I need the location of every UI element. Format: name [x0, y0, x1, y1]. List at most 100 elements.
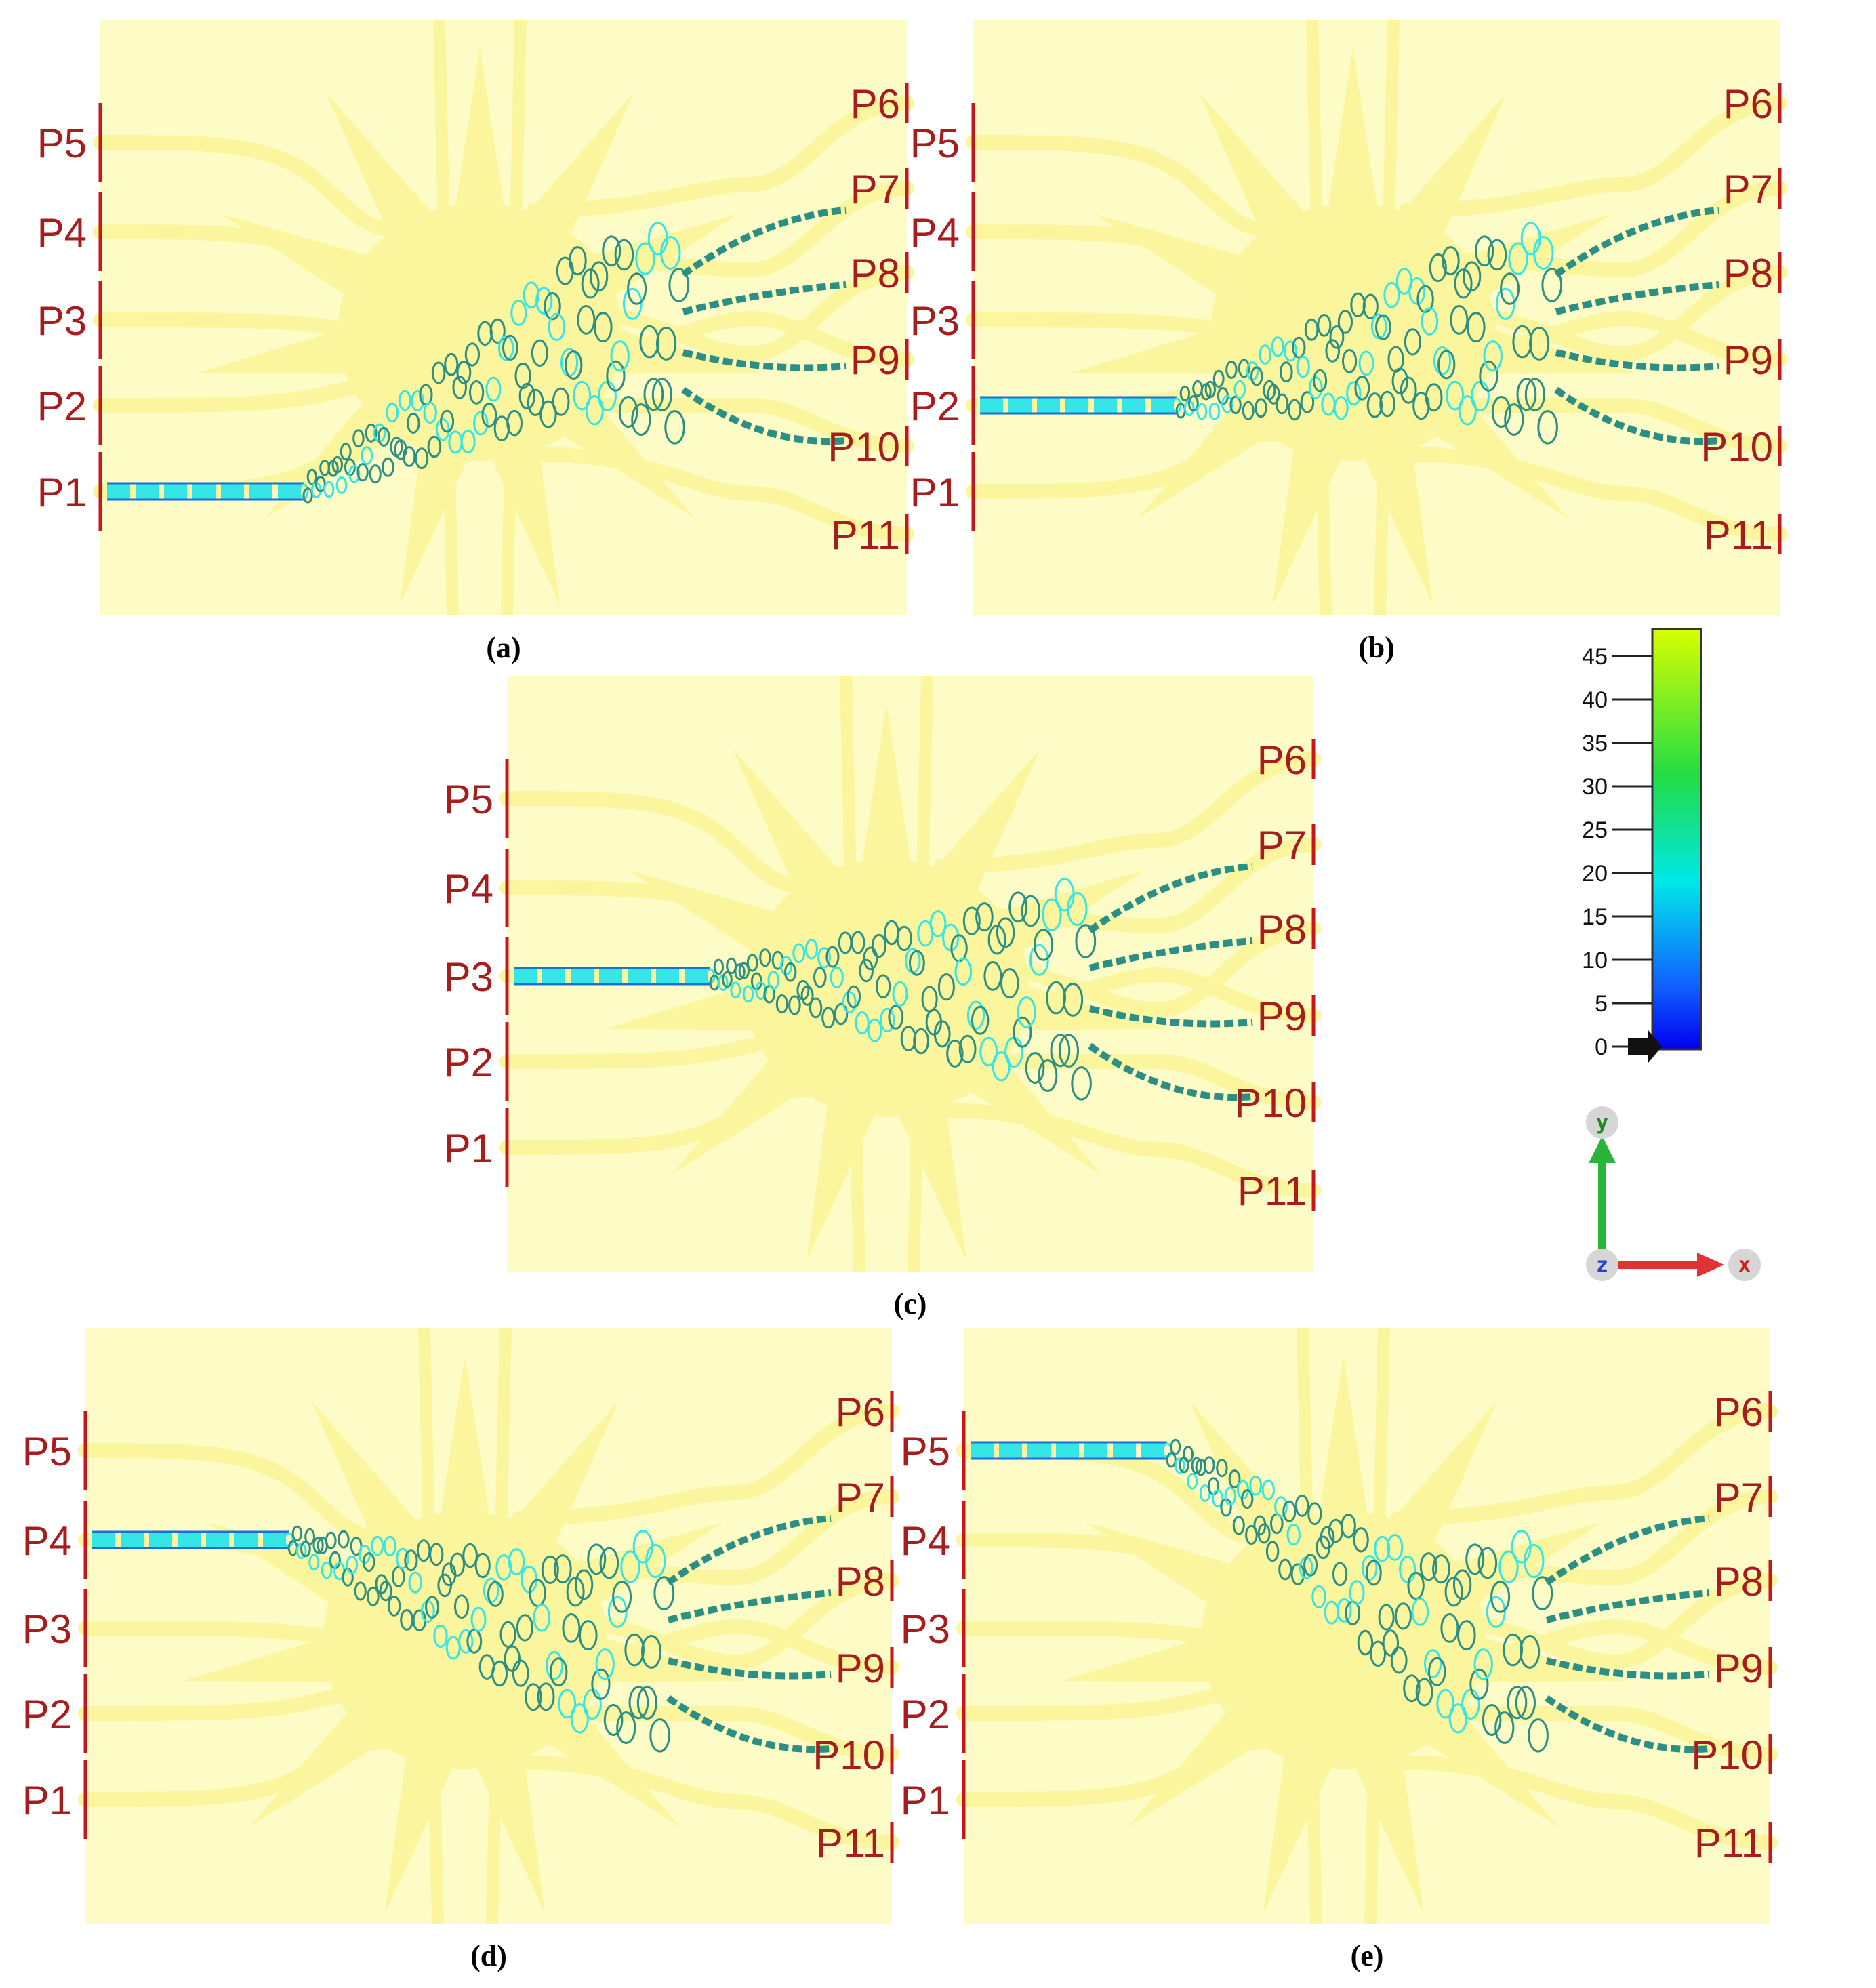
input-waveguide: [966, 135, 1306, 238]
field-blob: [548, 312, 566, 342]
field-blob: [550, 1657, 568, 1687]
field-blob: [1267, 384, 1280, 405]
field-blob: [1482, 1704, 1502, 1736]
field-blob: [645, 1544, 666, 1578]
coupler-core: [338, 203, 622, 461]
field-blob: [1038, 1059, 1058, 1092]
field-blob: [1354, 376, 1370, 401]
field-blob: [1437, 350, 1456, 380]
port-label-left: P5: [901, 1429, 950, 1474]
field-blob: [1349, 1580, 1365, 1606]
field-blob: [1533, 236, 1554, 270]
field-blob: [664, 410, 685, 445]
output-waveguide: [1390, 1619, 1778, 1675]
field-blob: [589, 261, 609, 292]
output-waveguide: [512, 1619, 899, 1675]
field-blob: [504, 1645, 521, 1672]
port-label-right: P9: [1714, 1646, 1763, 1691]
field-blob: [1500, 272, 1520, 305]
port-label-right: P11: [1694, 1821, 1763, 1866]
output-branch: [1555, 349, 1719, 371]
field-blob: [1528, 1718, 1549, 1753]
field-blob: [382, 457, 394, 477]
field-blob: [531, 339, 548, 367]
field-blob: [880, 1007, 895, 1032]
port-label-left: P4: [901, 1518, 950, 1564]
field-blob: [1490, 1581, 1511, 1613]
field-blob: [363, 1552, 375, 1573]
port-label-left: P3: [444, 954, 493, 1000]
field-blob: [1411, 1598, 1429, 1626]
field-blob: [1174, 1457, 1185, 1474]
output-branch: [682, 281, 847, 315]
field-blob: [954, 957, 973, 986]
field-blob: [1432, 1554, 1450, 1584]
device-band: [501, 20, 527, 616]
output-waveguide: [933, 967, 1321, 1023]
field-blob: [896, 925, 912, 952]
field-pattern: [971, 1438, 1710, 1753]
field-blob: [516, 1614, 533, 1642]
field-blob: [937, 973, 955, 1001]
field-blob: [1386, 1534, 1404, 1561]
output-waveguide: [1390, 1489, 1778, 1586]
field-blob: [1308, 376, 1323, 399]
field-blob: [656, 327, 677, 361]
field-blob: [295, 1543, 307, 1559]
field-blob: [1255, 398, 1267, 418]
field-blob: [1274, 1496, 1288, 1518]
field-blob: [411, 390, 424, 412]
z-axis-ball: [1586, 1249, 1618, 1281]
field-blob: [1021, 895, 1041, 927]
field-blob: [1245, 1524, 1258, 1545]
field-blob: [1383, 281, 1400, 308]
colorbar-tick-label: 5: [1595, 991, 1608, 1017]
field-blob: [1341, 1514, 1356, 1539]
field-blob: [506, 409, 523, 437]
field-blob: [1537, 410, 1558, 445]
field-blob: [346, 1555, 359, 1575]
field-blob: [449, 1552, 466, 1577]
output-waveguide: [527, 310, 914, 367]
port-label-right: P8: [1714, 1559, 1763, 1604]
port-label-left: P1: [22, 1778, 72, 1823]
field-blob: [800, 985, 814, 1006]
field-blob: [489, 318, 506, 344]
field-blob: [1271, 336, 1284, 357]
field-blob: [958, 1034, 977, 1063]
output-waveguide: [1400, 265, 1787, 362]
field-blob: [996, 917, 1015, 948]
field-blob: [1524, 378, 1546, 411]
field-blob: [855, 1011, 870, 1035]
field-blob: [1375, 314, 1391, 340]
field-blob: [1333, 396, 1349, 420]
field-blob: [1473, 1648, 1493, 1680]
field-blob: [464, 342, 481, 367]
input-waveguide: [956, 1684, 1297, 1721]
field-blob: [653, 1576, 675, 1610]
port-label-left: P5: [22, 1429, 72, 1474]
input-waveguide: [78, 1735, 418, 1807]
port-label-left: P5: [910, 121, 960, 166]
field-blob: [1229, 395, 1242, 414]
field-blob: [627, 272, 647, 305]
field-blob: [335, 476, 348, 494]
field-blob: [375, 1574, 388, 1595]
field-blob: [1063, 983, 1084, 1017]
field-blob: [367, 1586, 380, 1606]
field-blob: [1278, 1558, 1292, 1581]
field-blob: [594, 312, 613, 343]
input-waveguide: [93, 224, 433, 289]
y-arrowhead-icon: [1589, 1136, 1616, 1163]
field-blob: [734, 963, 746, 981]
panel-caption: (e): [1351, 1939, 1384, 1972]
panel-caption: (a): [486, 631, 521, 664]
field-blob: [1342, 349, 1358, 373]
port-label-right: P10: [813, 1732, 885, 1778]
field-blob: [1329, 325, 1345, 349]
field-blob: [1425, 383, 1443, 412]
field-blob: [929, 910, 947, 937]
field-blob: [1503, 1633, 1524, 1667]
input-waveguide: [93, 312, 433, 340]
field-blob: [1370, 1640, 1386, 1667]
